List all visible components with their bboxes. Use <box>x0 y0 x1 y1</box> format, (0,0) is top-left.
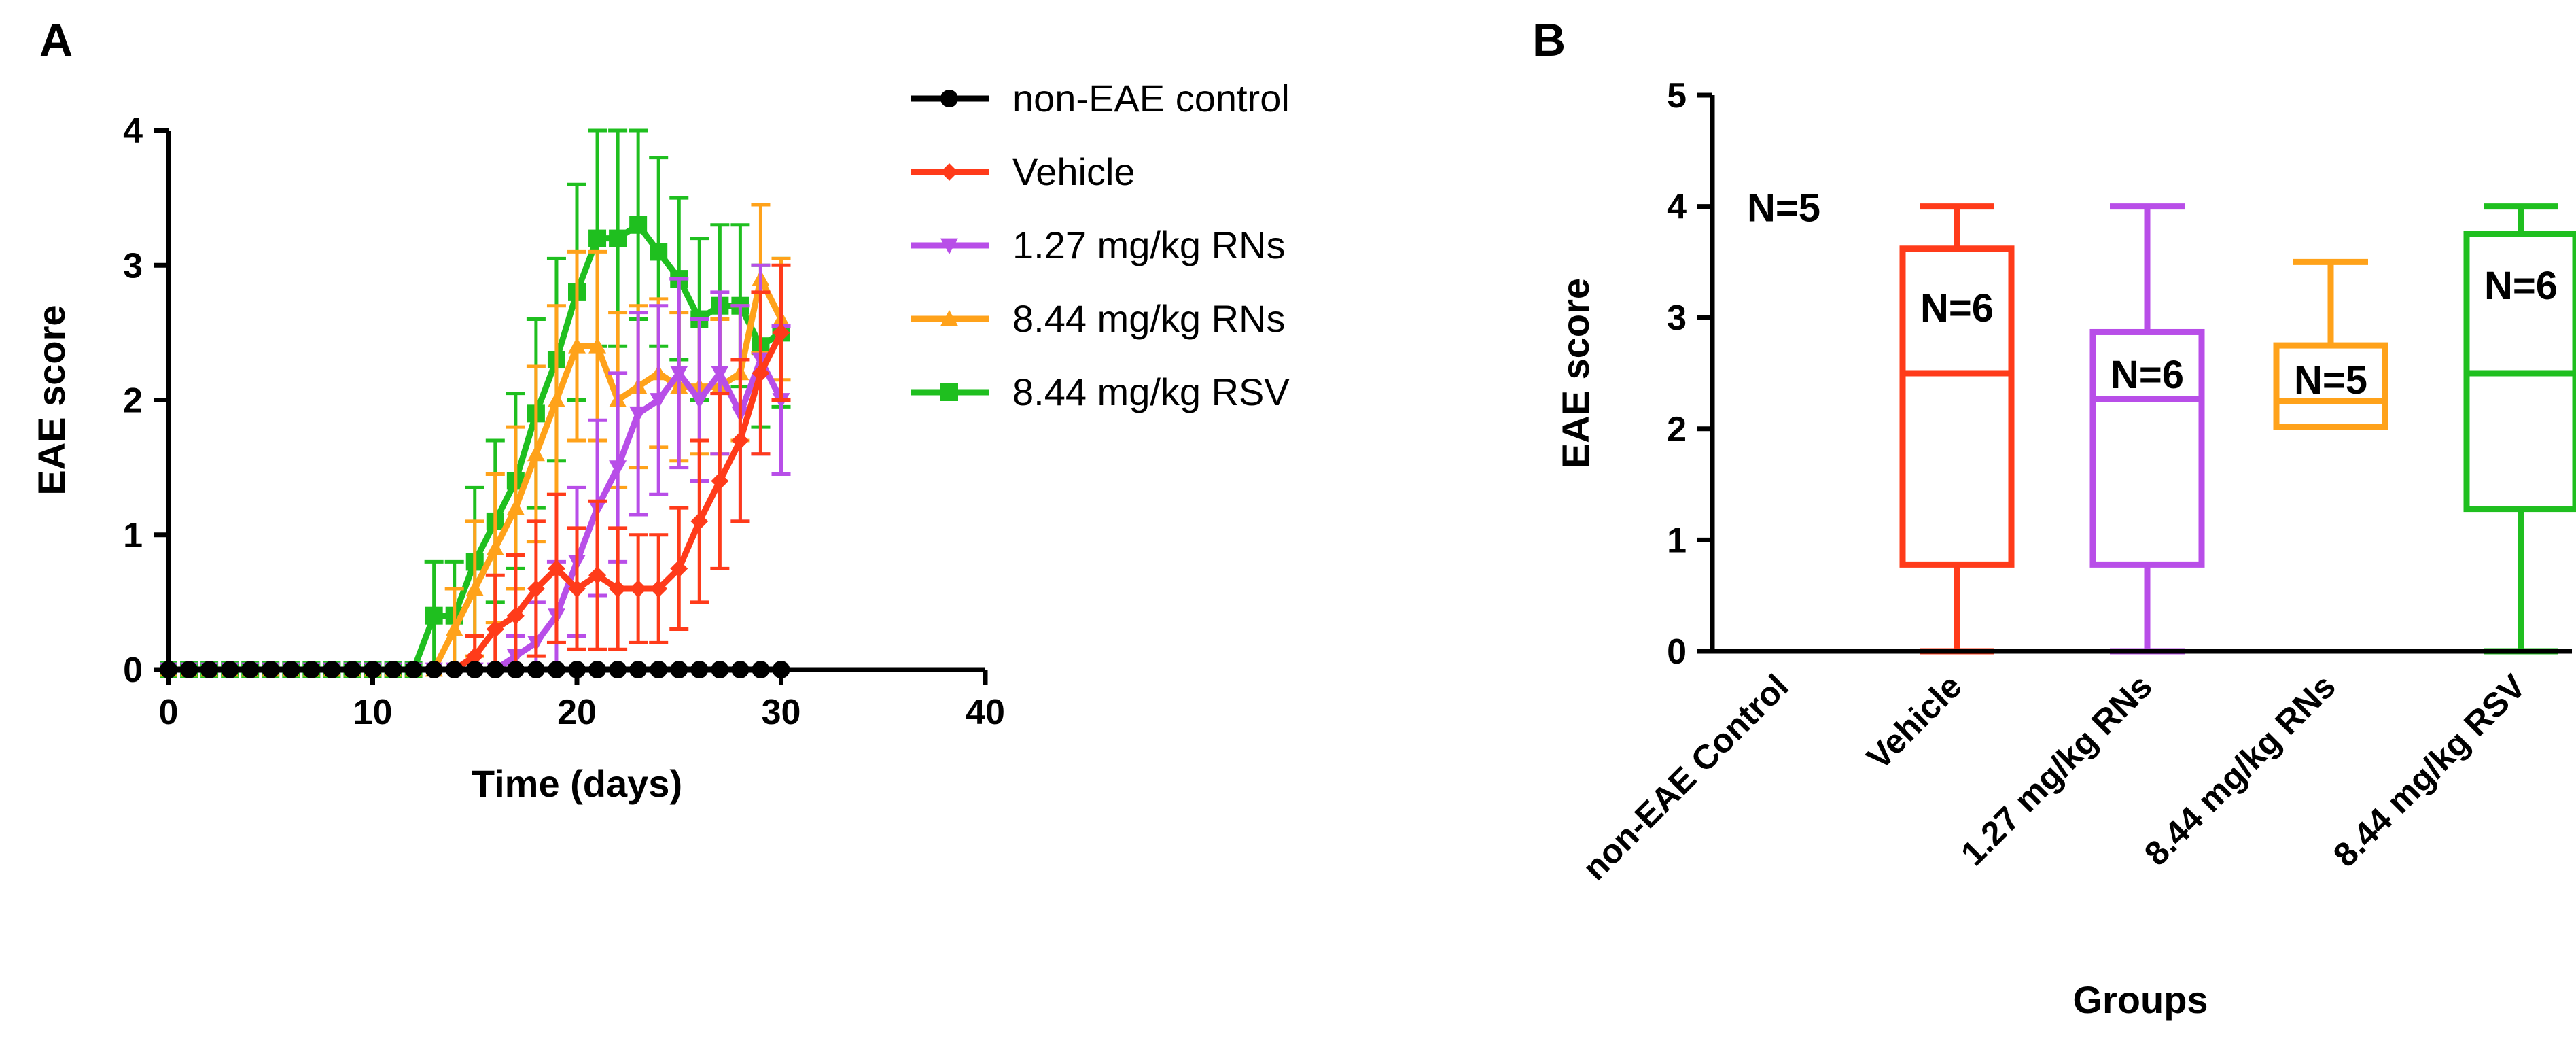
data-point <box>527 445 545 462</box>
a-y-tick-label: 2 <box>123 381 143 421</box>
data-point <box>650 393 668 409</box>
legend-item: 8.44 mg/kg RNs <box>911 297 1286 340</box>
legend-item: non-EAE control <box>911 77 1290 120</box>
box-chart-panel-b: N=5 N=6 N=6 N=5 N=6 0 1 2 3 4 5 non-EAE Control Veh… <box>1554 76 2576 1021</box>
n-label: N=6 <box>2484 264 2558 308</box>
n-label: N=6 <box>2111 353 2184 397</box>
data-point <box>711 472 729 490</box>
data-point <box>527 580 545 598</box>
data-point <box>609 580 627 598</box>
data-point <box>670 366 688 382</box>
data-point <box>465 647 484 666</box>
box-0: N=5 <box>1747 186 1820 230</box>
b-category-label: 1.27 mg/kg RNs <box>1954 667 2159 873</box>
box-iqr <box>2089 328 2205 568</box>
a-x-tick-label: 20 <box>557 693 597 732</box>
a-x-tick-label: 40 <box>966 693 1005 732</box>
data-point <box>465 580 484 596</box>
data-point <box>629 216 648 234</box>
data-point <box>486 620 504 638</box>
data-point <box>588 337 607 354</box>
legend-marker <box>940 238 958 254</box>
legend-label: non-EAE control <box>1012 77 1290 120</box>
box-4: N=6 <box>2463 203 2576 655</box>
legend-label: Vehicle <box>1012 150 1135 193</box>
n-label: N=5 <box>1747 186 1820 230</box>
legend-marker <box>940 163 958 181</box>
legend-label: 8.44 mg/kg RNs <box>1012 297 1286 340</box>
data-point <box>629 580 648 598</box>
legend-label: 1.27 mg/kg RNs <box>1012 224 1286 266</box>
a-x-axis-title: Time (days) <box>472 762 682 805</box>
legend-marker <box>940 383 958 401</box>
data-point <box>445 620 463 636</box>
data-point <box>486 539 504 555</box>
data-point <box>670 559 688 578</box>
n-label: N=6 <box>1920 286 1994 330</box>
b-y-tick-label: 0 <box>1667 632 1687 672</box>
data-point <box>568 580 586 598</box>
legend-marker <box>940 310 958 326</box>
a-x-tick-label: 30 <box>762 693 801 732</box>
b-y-tick-label: 4 <box>1667 188 1687 227</box>
data-point <box>547 559 565 578</box>
b-category-label: non-EAE Control <box>1575 667 1795 887</box>
a-y-tick-label: 1 <box>123 516 143 555</box>
n-label: N=5 <box>2294 358 2367 402</box>
data-point <box>650 243 668 261</box>
b-y-tick-label: 2 <box>1667 410 1687 449</box>
legend-item: 8.44 mg/kg RSV <box>911 371 1290 413</box>
b-category-label: 8.44 mg/kg RSV <box>2326 667 2533 874</box>
legend-label: 8.44 mg/kg RSV <box>1012 371 1290 413</box>
b-y-axis-title: EAE score <box>1554 278 1597 468</box>
panel-label-b: B <box>1532 14 1566 66</box>
a-x-tick-label: 0 <box>159 693 179 732</box>
box-iqr <box>2273 342 2388 430</box>
a-y-tick-label: 0 <box>123 651 143 690</box>
data-point <box>690 393 709 409</box>
data-point <box>506 499 525 515</box>
data-point <box>568 337 586 354</box>
legend: non-EAE control Vehicle 1.27 mg/kg RNs 8.44… <box>911 77 1290 413</box>
b-x-axis-title: Groups <box>2072 978 2208 1021</box>
box-2: N=6 <box>2089 203 2205 655</box>
b-y-tick-label: 1 <box>1667 521 1687 560</box>
line-chart-panel-a: 0 10 20 30 40 0 1 2 3 4 Time (days) EAE score non… <box>30 77 1290 805</box>
data-point <box>506 606 525 625</box>
legend-item: Vehicle <box>911 150 1135 193</box>
panel-label-a: A <box>39 14 73 66</box>
b-y-tick-label: 3 <box>1667 298 1687 338</box>
a-y-axis-title: EAE score <box>30 305 73 495</box>
b-category-label: Vehicle <box>1859 667 1969 776</box>
data-point <box>690 512 709 530</box>
legend-marker <box>940 90 958 107</box>
a-y-tick-label: 4 <box>123 111 143 151</box>
data-point <box>772 324 790 342</box>
data-point <box>547 391 565 407</box>
data-point <box>731 431 749 449</box>
box-3: N=5 <box>2273 258 2388 430</box>
data-point <box>609 229 627 247</box>
legend-item: 1.27 mg/kg RNs <box>911 224 1286 266</box>
data-point <box>650 580 668 598</box>
a-y-tick-label: 3 <box>123 246 143 286</box>
box-1: N=6 <box>1899 203 2015 655</box>
data-point <box>752 364 770 382</box>
a-x-tick-label: 10 <box>353 693 393 732</box>
data-point <box>629 406 648 423</box>
data-point <box>609 460 627 477</box>
data-point <box>588 566 607 585</box>
data-point <box>711 366 729 382</box>
box-iqr <box>1899 245 2015 568</box>
data-point <box>588 229 607 247</box>
data-point <box>425 606 443 625</box>
b-category-label: 8.44 mg/kg RNs <box>2137 667 2343 873</box>
b-y-tick-label: 5 <box>1667 76 1687 116</box>
